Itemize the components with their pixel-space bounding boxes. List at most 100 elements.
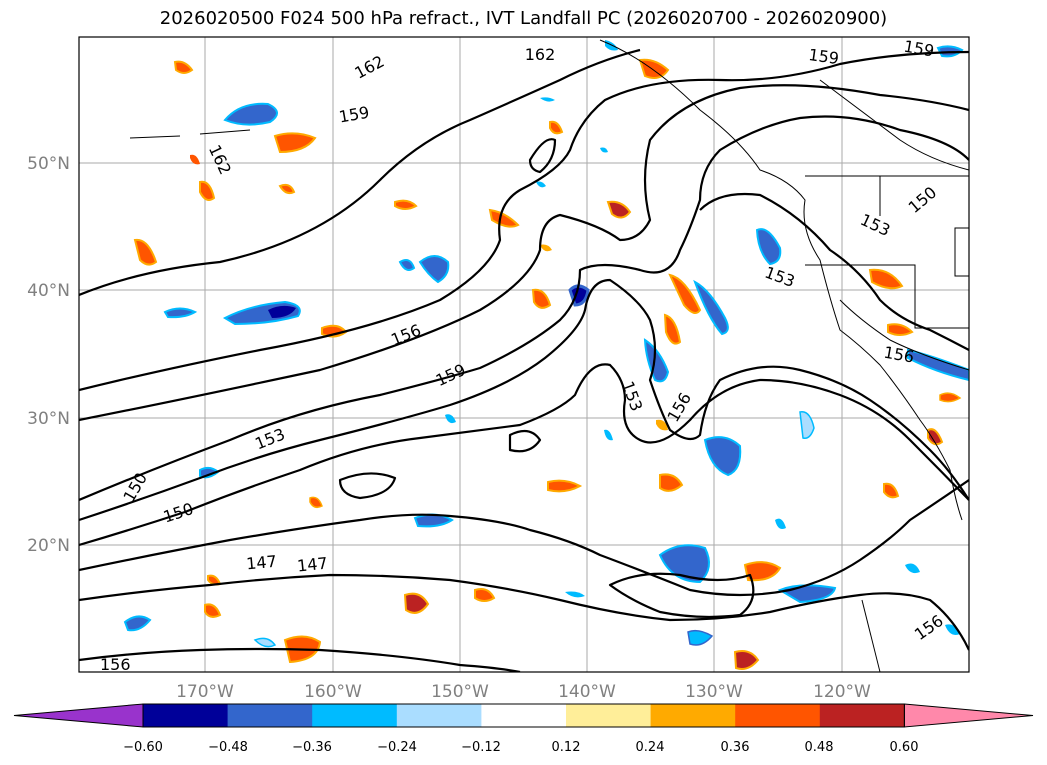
map-title: 2026020500 F024 500 hPa refract., IVT La… [159,8,888,29]
positive-patch [278,183,296,195]
lon-label: 150°W [431,682,489,702]
positive-patch [547,479,583,493]
colorbar: −0.60 −0.48 −0.36 −0.24 −0.12 0.12 0.24 … [13,703,1034,755]
colorbar-border [142,703,905,728]
negative-patch [693,279,729,336]
colorbar-segment [566,704,652,727]
positive-patch [927,428,944,446]
negative-patch [905,563,920,574]
positive-patch [173,60,194,74]
negative-patch [123,615,152,632]
map-border [78,36,970,673]
contour-label: 162 [525,45,556,64]
lat-label: 20°N [27,536,70,556]
negative-patch [398,259,416,271]
positive-patch [659,473,684,492]
colorbar-segment [312,704,398,727]
negative-patch [799,411,815,440]
longitude-labels: 170°W 160°W 150°W 140°W 130°W 120°W [176,682,871,702]
positive-patch [540,244,552,252]
lat-label: 30°N [27,409,70,429]
negative-patch [643,338,670,383]
negative-patch [600,147,608,153]
colorbar-tick-label: 0.12 [552,740,581,755]
contour-label: 147 [296,553,328,575]
lon-label: 140°W [558,682,616,702]
contour-label: 147 [245,552,277,574]
colorbar-tick-label: 0.24 [636,740,665,755]
contour-label: 156 [100,655,131,674]
colorbar-segment [481,704,567,727]
positive-patch [199,180,216,201]
positive-patch [531,288,552,309]
colorbar-tick-label: 0.36 [721,740,750,755]
negative-patch [775,518,786,529]
positive-patch [474,588,496,602]
positive-patch [638,58,670,79]
gridlines [79,37,969,672]
coastlines [129,39,969,672]
negative-patch [536,181,546,188]
positive-patch [606,200,632,219]
negative-patch [604,429,613,441]
colorbar-segment [735,704,821,727]
positive-patch [743,561,782,582]
lat-label: 50°N [27,154,70,174]
lat-label: 40°N [27,281,70,301]
positive-patch [883,482,900,499]
colorbar-ticks: −0.60 −0.48 −0.36 −0.24 −0.12 0.12 0.24 … [123,740,918,755]
colorbar-segment [650,704,736,727]
lon-label: 170°W [176,682,234,702]
colorbar-tick-label: 0.48 [805,740,834,755]
negative-patch [418,255,450,284]
negative-patch [687,629,714,646]
colorbar-tick-label: 0.60 [890,740,919,755]
refractivity-contours [79,48,969,672]
contour-label: 159 [807,45,840,68]
positive-patch [549,120,564,135]
colorbar-segment [227,704,313,727]
positive-patch [273,132,317,154]
colorbar-segment [396,704,482,727]
lon-label: 130°W [685,682,743,702]
positive-patch [190,154,200,165]
contour-label: 159 [902,37,935,61]
negative-patch [163,307,198,319]
negative-patch [223,102,278,126]
negative-patch [253,637,277,648]
positive-patch [668,273,702,315]
negative-patch [540,97,555,102]
colorbar-tick-label: −0.24 [377,740,417,755]
negative-patch [268,305,296,318]
positive-patch [939,392,962,403]
positive-patch [663,313,682,345]
colorbar-extend-low [13,703,144,728]
positive-patch [309,496,323,509]
positive-patch [403,592,430,614]
colorbar-tick-label: −0.36 [292,740,332,755]
colorbar-tick-label: −0.12 [461,740,501,755]
colorbar-segment [143,704,229,727]
negative-patch [445,414,456,424]
positive-patch [733,650,760,670]
colorbar-segment [819,704,905,727]
negative-patch [945,624,960,635]
positive-patch [394,199,418,210]
colorbar-tick-label: −0.48 [208,740,248,755]
positive-patch [204,603,222,618]
lon-label: 160°W [304,682,362,702]
positive-patch [133,238,158,266]
negative-patch [755,228,782,266]
negative-patch [703,436,742,477]
lon-label: 120°W [813,682,871,702]
colorbar-segments [13,703,1034,728]
latitude-labels: 50°N 40°N 30°N 20°N [27,154,70,556]
positive-patch [868,268,904,290]
negative-patch [565,591,585,598]
colorbar-extend-high [903,703,1034,728]
colorbar-tick-label: −0.60 [123,740,163,755]
positive-patch [488,208,520,228]
map-area [79,37,969,672]
positive-patch [656,419,668,431]
